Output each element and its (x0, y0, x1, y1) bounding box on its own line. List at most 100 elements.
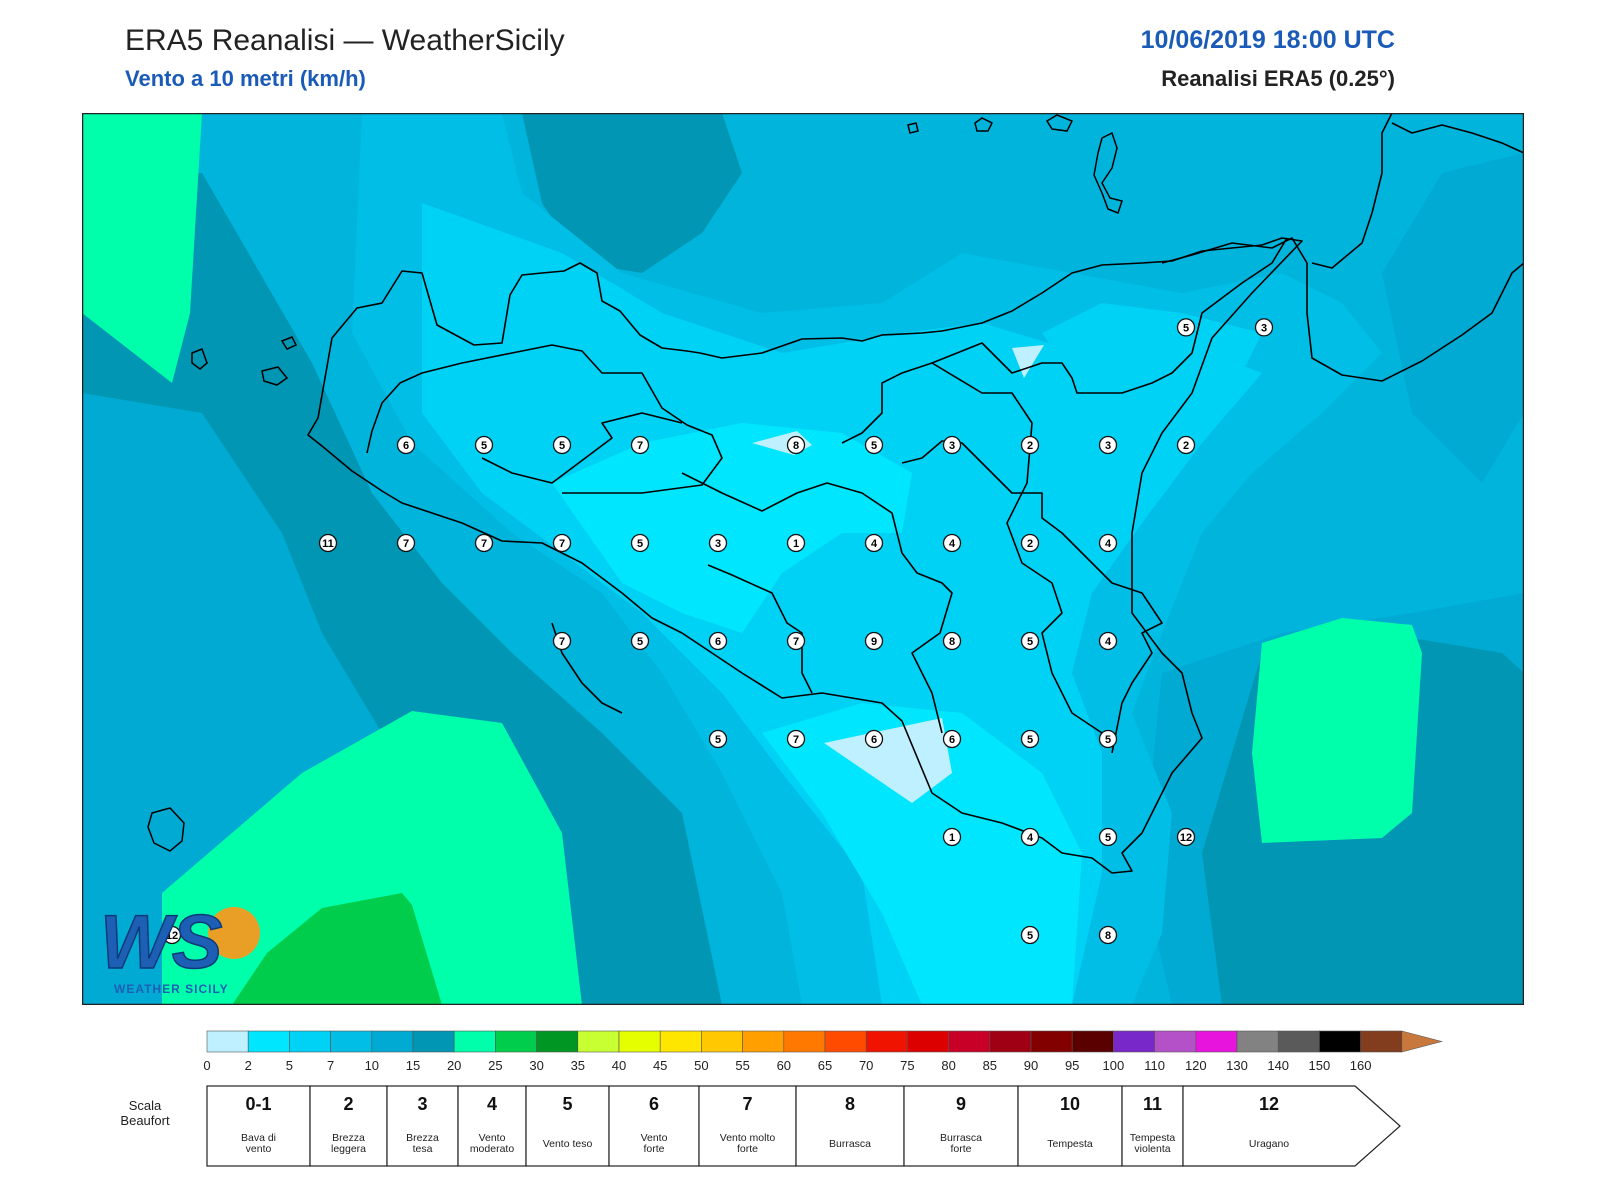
colorbar-tick-label: 70 (859, 1058, 873, 1073)
station-beaufort-value: 6 (871, 734, 877, 746)
beaufort-number: 7 (742, 1094, 752, 1114)
beaufort-class: 8 Burrasca (795, 1085, 905, 1167)
station-beaufort-value: 5 (481, 440, 487, 452)
colorbar-segment (206, 1030, 249, 1053)
colorbar-tick-label: 75 (900, 1058, 914, 1073)
colorbar-tick-label: 10 (365, 1058, 379, 1073)
station-circle (1176, 318, 1196, 337)
station-beaufort-value: 2 (1027, 538, 1033, 550)
colorbar-segment (1113, 1030, 1155, 1053)
station-circle (474, 435, 494, 455)
station-marker: 6 (942, 729, 962, 749)
colorbar-tick-label: 30 (529, 1058, 543, 1073)
station-marker: 5 (864, 435, 884, 455)
colorbar-tick-label: 35 (571, 1058, 585, 1073)
weathersicily-logo: WS WEATHER SICILY (99, 899, 260, 996)
colorbar-tick-label: 20 (447, 1058, 461, 1073)
station-circle (942, 729, 962, 749)
station-marker: 3 (942, 435, 962, 455)
station-circle (1020, 435, 1040, 455)
station-circle (630, 533, 650, 553)
station-marker: 5 (1098, 827, 1118, 847)
beaufort-number: 8 (845, 1094, 855, 1114)
station-beaufort-value: 3 (715, 538, 721, 550)
station-marker: 3 (1098, 435, 1118, 455)
colorbar-tick-label: 40 (612, 1058, 626, 1073)
station-beaufort-value: 1 (793, 538, 799, 550)
sun-icon (208, 907, 260, 959)
station-beaufort-value: 11 (322, 538, 334, 550)
station-circle (708, 631, 728, 651)
beaufort-box (309, 1085, 388, 1167)
station-marker: 7 (396, 533, 416, 553)
station-marker: 2 (1176, 435, 1196, 455)
station-marker: 12 (1176, 827, 1196, 847)
colorbar-tick-label: 90 (1024, 1058, 1038, 1073)
colorbar-segment (371, 1030, 414, 1053)
colorbar-tick-label: 50 (694, 1058, 708, 1073)
beaufort-description: Brezza (406, 1132, 439, 1144)
colorbar-tick-label: 110 (1144, 1058, 1165, 1073)
station-marker: 4 (942, 533, 962, 553)
station-beaufort-value: 7 (481, 538, 487, 550)
station-beaufort-value: 7 (403, 538, 409, 550)
station-beaufort-value: 9 (871, 636, 877, 648)
station-beaufort-value: 1 (949, 832, 955, 844)
station-circle (864, 435, 884, 455)
station-circle (552, 631, 572, 651)
map-frame (82, 113, 1524, 1005)
station-circle (1098, 533, 1118, 553)
station-marker: 5 (1020, 925, 1040, 945)
station-beaufort-value: 5 (637, 636, 643, 648)
station-circle (1176, 827, 1196, 847)
colorbar-segment (989, 1030, 1032, 1053)
beaufort-box (795, 1085, 905, 1167)
station-circle (1020, 631, 1040, 651)
colorbar-segment (824, 1030, 867, 1053)
station-circle (396, 435, 416, 455)
colorbar-segment (783, 1030, 826, 1053)
map-datetime: 10/06/2019 18:00 UTC (1140, 26, 1395, 54)
beaufort-number: 10 (1060, 1094, 1080, 1114)
colorbar-tick-label: 150 (1309, 1058, 1331, 1073)
legend: 0 2 5 7 10 15 20 25 30 35 40 45 50 55 60 65 70 75 80 85 90 95… (120, 1030, 1443, 1167)
beaufort-number: 4 (487, 1094, 497, 1114)
station-circle (630, 631, 650, 651)
station-circle (864, 729, 884, 749)
coastline-calabria (1161, 113, 1524, 382)
colorbar-tick-label: 160 (1350, 1058, 1372, 1073)
station-marker: 8 (786, 435, 806, 455)
beaufort-box (1121, 1085, 1184, 1167)
beaufort-number: 5 (562, 1094, 572, 1114)
station-marker: 3 (708, 533, 728, 553)
station-beaufort-value: 7 (559, 636, 565, 648)
colorbar-tick-label: 80 (941, 1058, 955, 1073)
station-circle (786, 729, 806, 749)
beaufort-description: Bava di (241, 1132, 276, 1144)
colorbar-tick-label: 130 (1226, 1058, 1248, 1073)
station-circle (864, 631, 884, 651)
station-circle (1098, 435, 1118, 455)
station-beaufort-value: 5 (559, 440, 565, 452)
station-marker: 2 (1020, 435, 1040, 455)
colorbar-segment (1277, 1030, 1320, 1053)
station-circle (162, 925, 182, 945)
station-circle (1020, 533, 1040, 553)
colorbar-segment (1236, 1030, 1279, 1053)
beaufort-description: forte (950, 1143, 971, 1155)
station-marker: 8 (942, 631, 962, 651)
station-beaufort-value: 8 (949, 636, 955, 648)
beaufort-box (903, 1085, 1019, 1167)
colorbar-segment (1319, 1030, 1361, 1053)
beaufort-class: 12 Uragano (1182, 1085, 1401, 1167)
station-beaufort-value: 5 (1027, 734, 1033, 746)
station-marker: 6 (708, 631, 728, 651)
station-marker: 3 (1254, 318, 1274, 337)
colorbar-segment (289, 1030, 331, 1053)
beaufort-number: 0-1 (245, 1094, 271, 1114)
beaufort-description: forte (737, 1143, 758, 1155)
beaufort-box (525, 1085, 610, 1167)
